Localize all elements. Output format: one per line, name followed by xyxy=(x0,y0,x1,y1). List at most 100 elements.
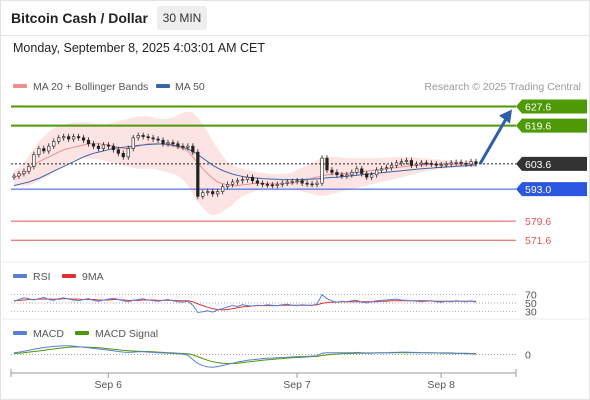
rsi-level-label: 70 xyxy=(525,289,537,301)
candle-body xyxy=(111,145,115,151)
candle-body xyxy=(86,139,91,145)
candle-body xyxy=(469,161,473,165)
candle-body xyxy=(414,163,418,166)
candle-body xyxy=(255,180,260,184)
candle-body xyxy=(221,186,225,192)
resistance-level-value: 619.6 xyxy=(525,121,551,133)
instrument-title: Bitcoin Cash / Dollar xyxy=(11,10,148,26)
macd-line xyxy=(13,345,477,368)
candle-body xyxy=(375,169,379,176)
candle-body xyxy=(409,160,414,166)
macd-level-label: 0 xyxy=(525,349,531,361)
candle-body xyxy=(171,142,175,145)
candle-body xyxy=(449,162,453,165)
rsi-ma-legend-swatch xyxy=(62,274,76,278)
resistance-level-tag xyxy=(516,118,587,133)
candle-body xyxy=(57,137,61,142)
rsi-line xyxy=(13,294,477,314)
candle-body xyxy=(106,144,110,147)
candle-body xyxy=(240,179,245,182)
candle-body xyxy=(146,136,150,139)
candle-body xyxy=(17,173,21,177)
candle-body xyxy=(424,162,428,165)
candle-body xyxy=(72,136,76,140)
candle-body xyxy=(166,142,170,145)
candle-body xyxy=(325,157,329,171)
ma20-line xyxy=(13,143,476,187)
header-bar: Bitcoin Cash / Dollar 30 MIN xyxy=(0,0,590,36)
candle-body xyxy=(404,160,409,162)
macd-signal-legend-swatch xyxy=(75,331,89,335)
candle-body xyxy=(196,151,200,197)
candle-body xyxy=(300,180,304,184)
macd-signal-legend-label: MACD Signal xyxy=(95,328,158,340)
candle-body xyxy=(141,135,145,137)
candle-body xyxy=(211,191,215,195)
candle-body xyxy=(27,166,31,172)
candle-body xyxy=(136,135,140,139)
candle-body xyxy=(96,145,101,149)
candle-body xyxy=(181,145,185,148)
candle-body xyxy=(186,145,190,148)
candle-body xyxy=(474,161,478,165)
candle-body xyxy=(121,153,125,158)
candle-body xyxy=(47,145,51,152)
candle-body xyxy=(399,161,404,164)
forecast-arrow-shaft xyxy=(478,114,510,165)
support-level-tag xyxy=(516,182,587,197)
interval-button[interactable]: 30 MIN xyxy=(157,6,207,30)
candle-body xyxy=(434,163,438,166)
candle-body xyxy=(250,176,255,182)
rsi-level-label: 50 xyxy=(525,298,537,310)
candle-body xyxy=(380,168,384,171)
candle-body xyxy=(126,148,130,158)
candle-body xyxy=(226,184,230,188)
candle-body xyxy=(191,145,195,153)
candle-body xyxy=(131,137,135,149)
minor_support-level-value: 579.6 xyxy=(525,216,551,228)
pivot-level-value: 603.6 xyxy=(525,159,551,171)
pivot-level-tag xyxy=(516,156,587,171)
candle-body xyxy=(216,191,220,195)
candle-body xyxy=(394,162,399,166)
candle-body xyxy=(360,168,364,174)
candle-body xyxy=(384,167,389,170)
rsi-level-label: 30 xyxy=(525,307,537,319)
candle-body xyxy=(330,169,334,173)
candle-body xyxy=(265,184,269,186)
forecast-arrow-head xyxy=(499,109,512,124)
candle-body xyxy=(176,143,180,147)
candle-body xyxy=(310,183,314,186)
macd-legend-label: MACD xyxy=(33,328,64,340)
candle-body xyxy=(206,191,210,194)
candle-body xyxy=(370,174,374,178)
timestamp: Monday, September 8, 2025 4:03:01 AM CET xyxy=(13,41,265,55)
ma50-line xyxy=(13,143,477,187)
candle-body xyxy=(245,176,250,180)
bollinger-band xyxy=(14,111,476,216)
candle-body xyxy=(230,181,235,185)
candle-body xyxy=(22,170,26,174)
candle-body xyxy=(32,154,36,167)
rsi-ma-legend-label: 9MA xyxy=(82,271,104,283)
candle-body xyxy=(355,168,359,173)
candle-body xyxy=(290,181,294,183)
candle-body xyxy=(305,182,309,185)
candle-body xyxy=(280,182,284,185)
candle-body xyxy=(365,173,369,178)
candle-body xyxy=(151,137,155,140)
x-axis-label: Sep 6 xyxy=(95,379,123,391)
candle-body xyxy=(464,163,468,165)
candle-body xyxy=(345,174,349,177)
rsi-legend-swatch xyxy=(13,274,27,278)
ma50-legend-swatch xyxy=(156,84,170,88)
macd-legend-swatch xyxy=(13,331,27,335)
candle-body xyxy=(37,148,41,155)
candle-body xyxy=(91,143,96,147)
copyright-text: Research © 2025 Trading Central xyxy=(424,81,581,93)
candle-body xyxy=(260,182,264,185)
candle-body xyxy=(335,172,339,176)
candle-body xyxy=(429,163,433,165)
candle-body xyxy=(101,144,106,149)
